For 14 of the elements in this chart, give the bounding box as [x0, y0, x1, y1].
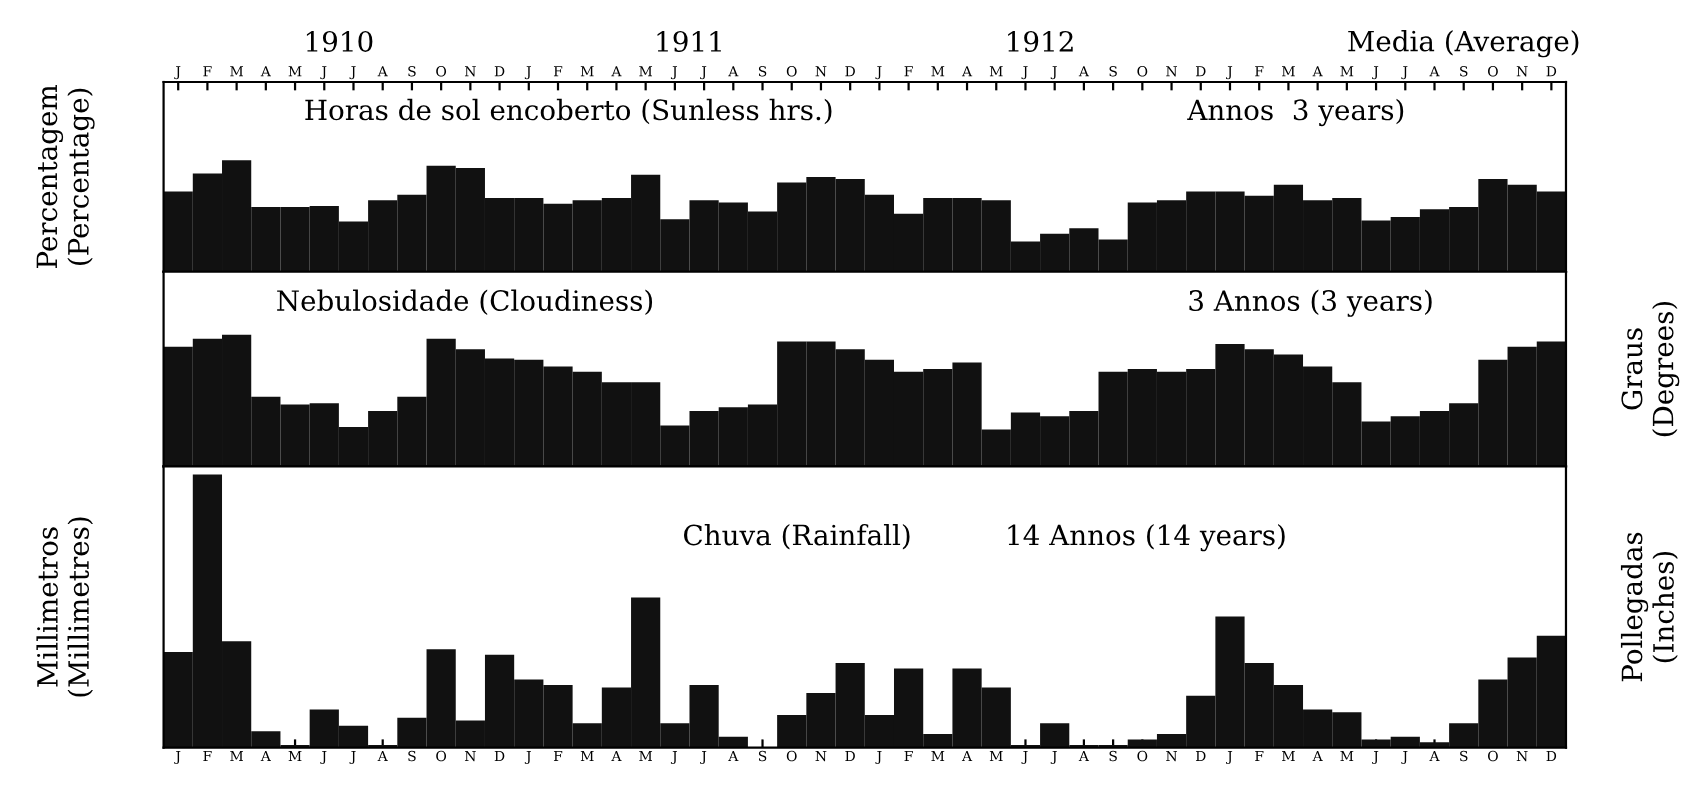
text: 3 Annos (3 years) [1189, 289, 1432, 317]
annotation: 14 Annos (14 years) [1008, 524, 1285, 552]
chart-title: Horas de sol encoberto (Sunless hrs.) [305, 98, 832, 125]
text: Annos 3 years) [1187, 98, 1404, 127]
text: 1912 [1008, 30, 1073, 52]
text: Chuva (Rainfall) [684, 524, 910, 550]
text: 1910 [306, 30, 373, 52]
y-axis-title: Percentagem (Percentage) [36, 84, 95, 269]
y2-axis-title: Graus (Degrees) [1621, 301, 1680, 437]
text: 1911 [657, 30, 721, 52]
chart-title: Nebulosidade (Cloudiness) [277, 289, 653, 315]
y2-axis-title: Pollegadas (Inches) [1620, 532, 1678, 682]
y-axis-title: Millimetros (Millimetres) [36, 517, 93, 697]
text: Media (Average) [1348, 30, 1579, 58]
